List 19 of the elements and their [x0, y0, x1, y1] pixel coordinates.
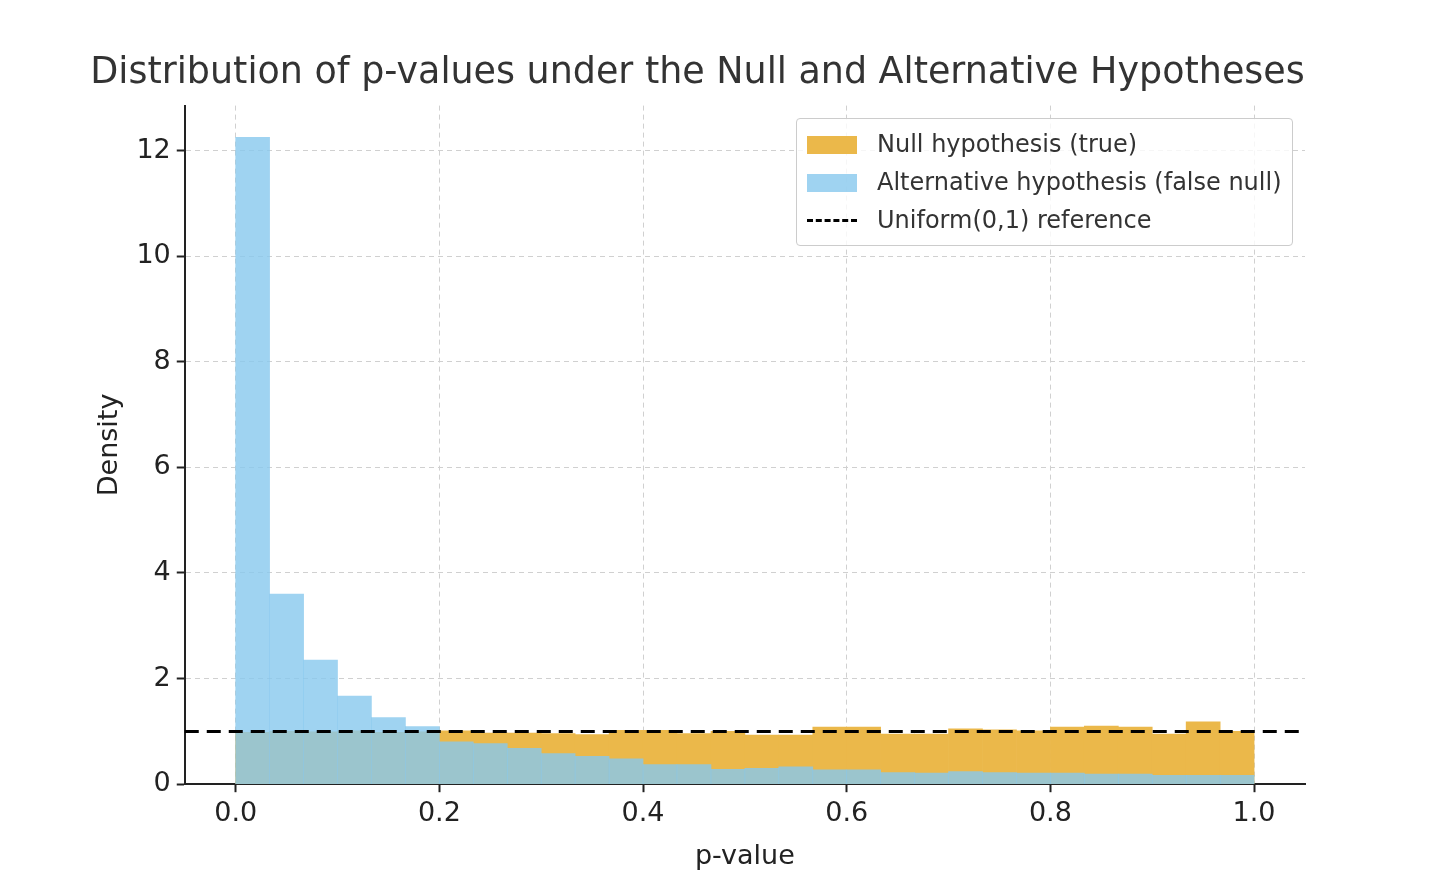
chart-title: Distribution of p-values under the Null and Alternative Hypotheses — [90, 46, 1305, 92]
y-tick-label: 12 — [136, 132, 171, 164]
x-tick-label: 0.4 — [621, 796, 665, 828]
x-tick-label: 0.8 — [1028, 796, 1072, 828]
x-tick-label: 0.0 — [214, 796, 258, 828]
y-tick-label: 8 — [153, 343, 171, 375]
x-axis-title: p-value — [694, 838, 795, 870]
x-tick-label: 0.2 — [417, 796, 461, 828]
legend-label: Uniform(0,1) reference — [877, 205, 1152, 234]
x-tick-label: 1.0 — [1232, 796, 1276, 828]
legend-label: Null hypothesis (true) — [877, 129, 1138, 158]
y-tick-label: 2 — [153, 660, 171, 692]
x-tick-label: 0.6 — [825, 796, 869, 828]
y-tick-label: 4 — [153, 554, 171, 586]
legend-label: Alternative hypothesis (false null) — [877, 167, 1282, 196]
y-tick-label: 6 — [153, 449, 171, 481]
y-tick-label: 10 — [136, 238, 171, 270]
y-axis-title: Density — [92, 393, 124, 497]
y-tick-label: 0 — [153, 766, 171, 798]
